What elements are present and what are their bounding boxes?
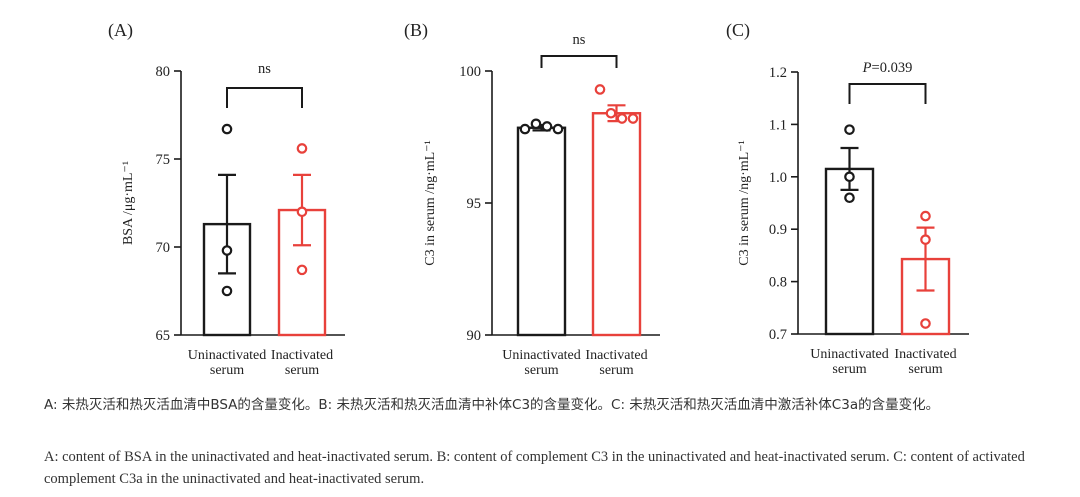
data-point <box>552 123 564 135</box>
figure: (A) 65 70 75 80 BSA /μg·mL⁻¹ Uninactivated seru… <box>108 20 969 378</box>
y-tick-label: 65 <box>156 328 171 344</box>
data-point <box>605 107 617 119</box>
panel-label: (B) <box>404 20 428 41</box>
significance-bracket <box>226 87 303 108</box>
data-point <box>541 121 553 132</box>
panel-label: (A) <box>108 20 133 41</box>
y-axis-label: C3 in serum /ng·mL⁻¹ <box>737 140 752 266</box>
significance-label: ns <box>573 32 586 48</box>
significance-label: ns <box>258 61 271 77</box>
panel-label: (C) <box>726 20 750 41</box>
y-axis-label: C3 in serum /ng·mL⁻¹ <box>423 140 438 266</box>
data-point <box>530 118 542 130</box>
x-tick-label: Inactivated <box>894 347 956 362</box>
y-axis-label: BSA /μg·mL⁻¹ <box>121 161 136 245</box>
x-tick-label: Inactivated <box>585 348 647 363</box>
y-tick-label: 1.2 <box>769 65 787 81</box>
y-tick-label: 0.9 <box>769 222 787 238</box>
caption-chinese: A: 未热灭活和热灭活血清中BSA的含量变化。B: 未热灭活和热灭活血清中补体C… <box>44 397 940 413</box>
x-tick-label: Uninactivated <box>502 348 581 363</box>
data-point <box>296 264 308 276</box>
x-tick-label: serum <box>908 362 942 377</box>
bar <box>516 126 567 337</box>
y-tick-label: 70 <box>156 240 171 256</box>
y-tick-label: 1.1 <box>769 117 787 133</box>
y-tick-label: 1.0 <box>769 170 787 186</box>
y-tick-label: 75 <box>156 152 171 168</box>
p-symbol: P <box>862 60 872 76</box>
data-point <box>844 192 855 204</box>
data-point <box>221 245 233 256</box>
p-value: =0.039 <box>872 60 913 76</box>
data-point <box>844 124 855 135</box>
data-point <box>616 113 628 124</box>
x-tick-label: Inactivated <box>271 348 333 363</box>
x-tick-label: serum <box>524 363 558 378</box>
y-tick-label: 95 <box>467 196 482 212</box>
chart-panel-b: (B) 90 95 100 C3 in serum /ng·mL⁻¹ Uninactiva… <box>404 20 660 378</box>
y-tick-label: 0.7 <box>769 327 787 343</box>
chart-panel-c: (C) 0.7 0.8 0.9 1.0 1.1 1.2 C3 in serum /ng·mL⁻… <box>726 20 969 377</box>
significance-label: P=0.039 <box>862 60 913 76</box>
y-tick-label: 0.8 <box>769 275 787 291</box>
bar <box>591 112 642 337</box>
y-tick-label: 100 <box>459 64 481 80</box>
data-point <box>221 285 233 297</box>
y-tick-label: 80 <box>156 64 171 80</box>
significance-bracket <box>848 83 927 104</box>
data-point <box>627 113 639 124</box>
data-point <box>844 171 855 183</box>
x-tick-label: serum <box>210 363 244 378</box>
data-point <box>920 210 931 222</box>
x-tick-label: serum <box>599 363 633 378</box>
y-tick-label: 90 <box>467 328 482 344</box>
data-point <box>221 123 233 135</box>
x-tick-label: Uninactivated <box>810 347 889 362</box>
x-tick-label: Uninactivated <box>188 348 267 363</box>
data-point <box>594 84 606 95</box>
data-point <box>519 123 531 135</box>
data-point <box>920 318 931 329</box>
data-point <box>296 143 308 154</box>
x-tick-label: serum <box>832 362 866 377</box>
data-point <box>296 206 308 218</box>
x-tick-label: serum <box>285 363 319 378</box>
significance-bracket <box>540 55 618 68</box>
caption-english: A: content of BSA in the uninactivated a… <box>44 449 1025 487</box>
data-point <box>920 234 931 245</box>
